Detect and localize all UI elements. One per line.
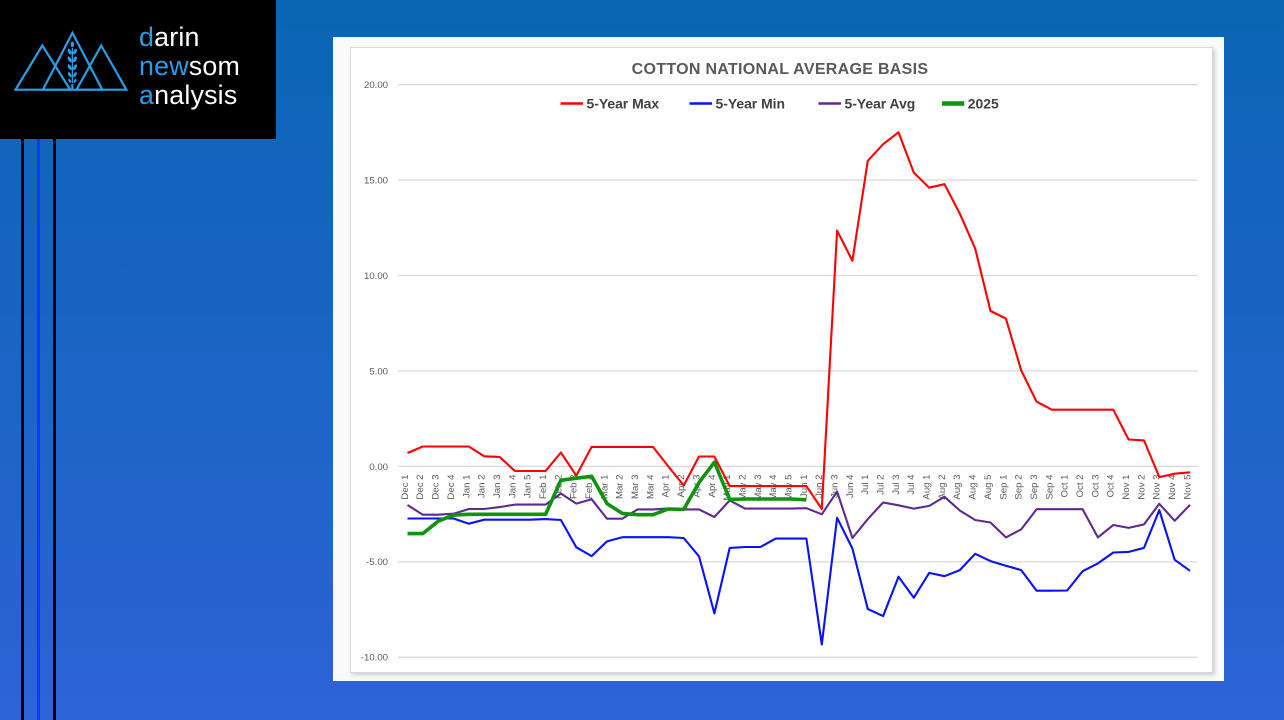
svg-text:Nov 4: Nov 4	[1167, 474, 1178, 500]
svg-text:Mar 1: Mar 1	[599, 475, 610, 500]
svg-text:COTTON NATIONAL AVERAGE BASIS: COTTON NATIONAL AVERAGE BASIS	[632, 61, 929, 78]
svg-text:Jul 2: Jul 2	[876, 475, 887, 495]
svg-text:Jan 1: Jan 1	[461, 475, 472, 498]
svg-text:Jan 5: Jan 5	[523, 475, 534, 498]
svg-text:Jul 4: Jul 4	[906, 474, 917, 495]
svg-text:May 2: May 2	[737, 475, 748, 501]
svg-text:Aug 3: Aug 3	[952, 475, 963, 500]
svg-text:Sep 2: Sep 2	[1014, 475, 1025, 500]
svg-text:Jan 4: Jan 4	[507, 474, 518, 498]
svg-text:-5.00: -5.00	[366, 557, 388, 568]
svg-text:Mar 3: Mar 3	[630, 475, 641, 500]
svg-text:Jul 1: Jul 1	[860, 475, 871, 495]
svg-text:Oct 4: Oct 4	[1106, 474, 1117, 498]
svg-text:May 4: May 4	[768, 474, 779, 501]
svg-text:Dec 1: Dec 1	[400, 475, 411, 500]
svg-text:Dec 4: Dec 4	[446, 474, 457, 500]
svg-text:Oct 1: Oct 1	[1060, 475, 1071, 498]
svg-text:Jan 2: Jan 2	[477, 475, 488, 498]
svg-text:Dec 3: Dec 3	[431, 475, 442, 500]
svg-text:5-Year Min: 5-Year Min	[716, 95, 785, 111]
svg-text:May 3: May 3	[753, 475, 764, 501]
svg-text:15.00: 15.00	[364, 176, 388, 187]
svg-text:Aug 5: Aug 5	[983, 475, 994, 500]
svg-text:5-Year Avg: 5-Year Avg	[845, 95, 916, 111]
svg-text:Mar 4: Mar 4	[645, 474, 656, 499]
svg-text:Jun 2: Jun 2	[814, 475, 825, 498]
svg-text:May 1: May 1	[722, 475, 733, 501]
svg-text:Feb 1: Feb 1	[538, 475, 549, 500]
svg-text:Jan 3: Jan 3	[492, 475, 503, 498]
svg-text:Sep 1: Sep 1	[998, 475, 1009, 500]
svg-text:-10.00: -10.00	[361, 653, 388, 664]
svg-text:2025: 2025	[968, 95, 999, 111]
svg-text:Oct 3: Oct 3	[1090, 475, 1101, 498]
svg-text:Apr 1: Apr 1	[661, 475, 672, 498]
svg-text:Feb 3: Feb 3	[569, 475, 580, 500]
svg-text:Oct 2: Oct 2	[1075, 475, 1086, 498]
svg-text:Feb 4: Feb 4	[584, 474, 595, 499]
svg-text:Apr 2: Apr 2	[676, 475, 687, 498]
svg-text:10.00: 10.00	[364, 271, 388, 282]
svg-text:0.00: 0.00	[369, 462, 388, 473]
svg-text:Mar 2: Mar 2	[615, 475, 626, 500]
svg-text:Sep 4: Sep 4	[1044, 474, 1055, 500]
svg-text:5.00: 5.00	[369, 366, 388, 377]
svg-text:Jul 3: Jul 3	[891, 475, 902, 495]
svg-text:May 5: May 5	[784, 475, 795, 501]
svg-text:Aug 2: Aug 2	[937, 475, 948, 500]
svg-text:Sep 3: Sep 3	[1029, 475, 1040, 500]
svg-text:5-Year Max: 5-Year Max	[587, 95, 660, 111]
svg-text:Nov 2: Nov 2	[1136, 475, 1147, 500]
svg-text:Aug 1: Aug 1	[922, 475, 933, 500]
svg-text:Aug 4: Aug 4	[968, 474, 979, 500]
svg-text:Apr 4: Apr 4	[707, 474, 718, 498]
svg-text:20.00: 20.00	[364, 80, 388, 91]
svg-text:Nov 1: Nov 1	[1121, 475, 1132, 500]
svg-text:Dec 2: Dec 2	[415, 475, 426, 500]
svg-text:Nov 5: Nov 5	[1182, 475, 1193, 500]
svg-text:Nov 3: Nov 3	[1152, 475, 1163, 500]
svg-text:Jun 4: Jun 4	[845, 474, 856, 498]
svg-text:Jun 3: Jun 3	[830, 475, 841, 498]
